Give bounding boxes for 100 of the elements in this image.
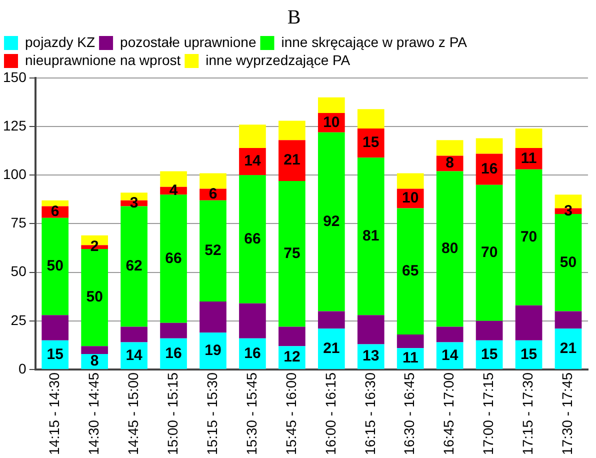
bar: [318, 97, 345, 113]
data-label: 8: [90, 352, 99, 370]
bar: [476, 138, 503, 154]
data-label: 75: [284, 245, 300, 262]
x-tick-label: 17:30 - 17:45: [559, 372, 576, 456]
x-tick-label: 17:00 - 17:15: [480, 372, 496, 456]
bar: [200, 301, 226, 333]
bar: [278, 326, 306, 346]
data-label: 11: [402, 350, 418, 367]
data-label: 66: [244, 230, 261, 248]
bar: [396, 173, 424, 189]
bar: [436, 171, 464, 327]
bar: [476, 320, 503, 340]
data-label: 70: [480, 244, 498, 262]
bar: [515, 128, 542, 148]
data-label: 21: [560, 340, 577, 357]
data-label: 16: [480, 160, 498, 178]
data-label: 81: [362, 228, 380, 245]
data-label: 6: [208, 186, 218, 203]
y-tick-label: 25: [10, 312, 27, 328]
data-label: 10: [402, 190, 419, 207]
data-label: 14: [441, 346, 459, 364]
data-label: 12: [284, 348, 300, 366]
legend-label: pojazdy KZ: [25, 34, 96, 50]
bar: [81, 249, 108, 346]
bar: [239, 124, 266, 148]
y-tick-label: 100: [3, 166, 27, 182]
x-tick-label: 14:45 - 15:00: [124, 372, 141, 456]
bar: [120, 206, 148, 327]
data-label: 70: [520, 228, 538, 246]
x-tick-label: 15:45 - 16:00: [282, 372, 299, 456]
bar: [120, 326, 148, 342]
bar: [200, 332, 226, 369]
x-tick-label: 15:00 - 15:15: [164, 372, 180, 456]
x-tick-label: 15:15 - 15:30: [204, 372, 220, 456]
bar: [278, 140, 306, 181]
bar: [396, 208, 424, 335]
bar: [554, 311, 582, 329]
legend-label: pozostałe uprawnione: [120, 34, 256, 50]
y-tick-label: 0: [18, 360, 27, 376]
data-label: 66: [165, 250, 182, 267]
bar: [476, 184, 503, 321]
data-label: 14: [126, 346, 144, 364]
bar: [200, 173, 226, 189]
data-label: 50: [86, 288, 103, 306]
data-label: 10: [323, 114, 340, 131]
bar: [42, 200, 69, 206]
data-label: 80: [441, 240, 458, 258]
y-tick-label: 125: [3, 117, 27, 134]
legend-label: inne skręcające w prawo z PA: [281, 34, 468, 50]
bar: [515, 169, 542, 306]
x-tick-label: 16:30 - 16:45: [401, 372, 418, 456]
bar: [160, 322, 187, 338]
x-tick-label: 15:30 - 15:45: [243, 372, 260, 456]
y-tick-label: 75: [10, 214, 27, 231]
data-label: 19: [204, 342, 222, 359]
x-tick-label: 14:15 - 14:30: [46, 372, 62, 456]
data-label: 15: [480, 346, 498, 363]
bar: [278, 120, 306, 140]
data-label: 11: [520, 150, 537, 167]
data-label: 15: [520, 346, 538, 363]
bar: [357, 315, 384, 344]
data-label: 16: [165, 344, 182, 362]
y-tick-label: 150: [3, 68, 27, 85]
bar: [436, 326, 464, 342]
x-tick-label: 16:00 - 16:15: [322, 372, 338, 456]
data-label: 6: [50, 203, 60, 220]
data-label: 92: [323, 212, 340, 230]
data-label: 21: [284, 152, 300, 169]
bar: [318, 132, 345, 312]
bar: [239, 175, 266, 304]
x-tick-label: 16:45 - 17:00: [440, 372, 457, 456]
bar: [160, 194, 187, 323]
data-label: 21: [323, 340, 340, 357]
data-label: 62: [126, 258, 142, 275]
bar: [554, 214, 582, 312]
x-tick-label: 16:15 - 16:30: [362, 372, 378, 456]
bar: [436, 140, 464, 156]
x-tick-label: 17:15 - 17:30: [520, 372, 536, 456]
data-label: 4: [169, 182, 178, 199]
legend-label: nieuprawnione na wprost: [25, 52, 181, 68]
data-label: 65: [402, 262, 419, 280]
bar: [318, 328, 345, 369]
bar: [357, 109, 384, 129]
chart-title: B: [287, 6, 301, 28]
legend-label: inne wyprzedzające PA: [206, 52, 351, 68]
bar: [318, 311, 345, 329]
x-tick-label: 14:30 - 14:45: [85, 372, 102, 456]
data-label: 13: [362, 348, 380, 365]
bar: [554, 328, 582, 369]
data-label: 8: [446, 154, 454, 172]
bar: [200, 200, 226, 302]
data-label: 50: [560, 254, 577, 271]
bar: [42, 218, 69, 316]
data-label: 15: [46, 346, 64, 363]
y-tick-label: 50: [10, 263, 27, 280]
bar: [278, 180, 306, 327]
data-label: 16: [244, 344, 261, 362]
bar: [42, 315, 69, 340]
bar: [515, 305, 542, 340]
